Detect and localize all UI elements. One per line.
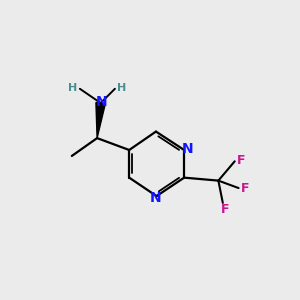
Text: F: F <box>241 182 249 194</box>
Text: F: F <box>221 203 230 216</box>
Text: N: N <box>96 95 108 110</box>
Text: F: F <box>236 154 245 166</box>
Text: N: N <box>182 142 194 156</box>
Text: H: H <box>117 82 127 93</box>
Polygon shape <box>96 103 105 138</box>
Text: N: N <box>150 191 162 205</box>
Text: H: H <box>68 82 77 93</box>
